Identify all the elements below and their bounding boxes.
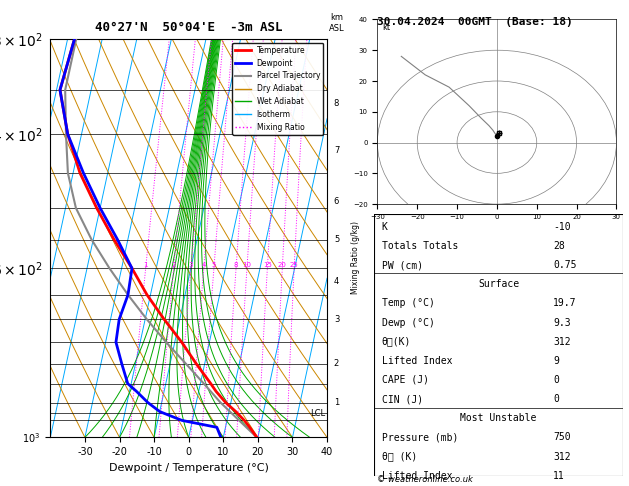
Text: 4: 4: [201, 262, 206, 268]
Text: 28: 28: [553, 241, 565, 251]
Text: 4: 4: [334, 278, 339, 286]
Text: Pressure (mb): Pressure (mb): [382, 433, 458, 442]
Text: 0: 0: [553, 375, 559, 385]
Text: K: K: [382, 222, 387, 232]
Text: Lifted Index: Lifted Index: [382, 471, 452, 481]
Text: 0: 0: [553, 394, 559, 404]
Text: 19.7: 19.7: [553, 298, 577, 308]
Text: kt: kt: [382, 23, 391, 32]
Text: Totals Totals: Totals Totals: [382, 241, 458, 251]
Text: Dewp (°C): Dewp (°C): [382, 317, 435, 328]
Legend: Temperature, Dewpoint, Parcel Trajectory, Dry Adiabat, Wet Adiabat, Isotherm, Mi: Temperature, Dewpoint, Parcel Trajectory…: [232, 43, 323, 135]
Text: 25: 25: [290, 262, 299, 268]
Text: θᴄ (K): θᴄ (K): [382, 451, 417, 462]
Text: 750: 750: [553, 433, 571, 442]
Text: LCL: LCL: [310, 409, 325, 418]
Text: 8: 8: [334, 99, 339, 108]
Text: Temp (°C): Temp (°C): [382, 298, 435, 308]
Text: 2: 2: [334, 359, 339, 368]
Text: 6: 6: [334, 197, 339, 206]
Text: 5: 5: [212, 262, 216, 268]
Text: 312: 312: [553, 451, 571, 462]
Text: 2: 2: [172, 262, 176, 268]
Text: © weatheronline.co.uk: © weatheronline.co.uk: [377, 474, 473, 484]
Text: Lifted Index: Lifted Index: [382, 356, 452, 366]
Text: 15: 15: [263, 262, 272, 268]
Text: Mixing Ratio (g/kg): Mixing Ratio (g/kg): [351, 221, 360, 294]
Text: CAPE (J): CAPE (J): [382, 375, 429, 385]
Text: 8: 8: [234, 262, 238, 268]
Text: Surface: Surface: [478, 279, 519, 289]
Text: Most Unstable: Most Unstable: [460, 413, 537, 423]
Text: 9: 9: [553, 356, 559, 366]
Text: 5: 5: [334, 235, 339, 244]
Text: 30.04.2024  00GMT  (Base: 18): 30.04.2024 00GMT (Base: 18): [377, 17, 573, 27]
Text: θᴄ(K): θᴄ(K): [382, 337, 411, 347]
Text: CIN (J): CIN (J): [382, 394, 423, 404]
Title: 40°27'N  50°04'E  -3m ASL: 40°27'N 50°04'E -3m ASL: [95, 20, 282, 34]
Text: 7: 7: [334, 146, 339, 155]
X-axis label: Dewpoint / Temperature (°C): Dewpoint / Temperature (°C): [109, 463, 269, 473]
Text: 3: 3: [334, 315, 339, 324]
Text: 1: 1: [143, 262, 148, 268]
Text: -10: -10: [553, 222, 571, 232]
Text: 11: 11: [553, 471, 565, 481]
Text: 9.3: 9.3: [553, 317, 571, 328]
Text: 20: 20: [278, 262, 287, 268]
Text: 10: 10: [242, 262, 252, 268]
Text: 3: 3: [189, 262, 193, 268]
Text: 312: 312: [553, 337, 571, 347]
Text: PW (cm): PW (cm): [382, 260, 423, 270]
Text: km: km: [330, 13, 343, 22]
Text: ASL: ASL: [329, 24, 344, 34]
Text: 1: 1: [334, 398, 339, 407]
Text: 0.75: 0.75: [553, 260, 577, 270]
